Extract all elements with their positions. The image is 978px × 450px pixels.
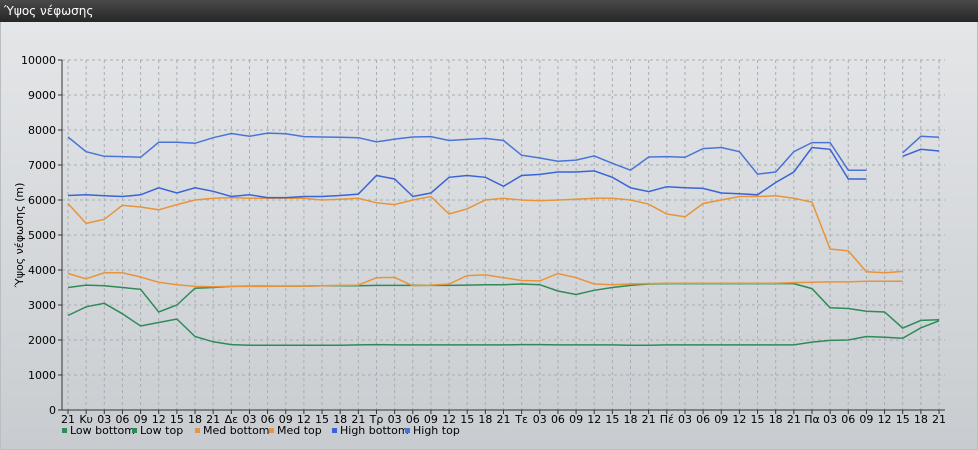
x-tick-label: 03 [97, 413, 111, 426]
x-tick-label: 18 [914, 413, 928, 426]
x-tick-label: 03 [388, 413, 402, 426]
x-tick-label: 15 [460, 413, 474, 426]
y-tick-label: 10000 [21, 54, 56, 67]
legend-swatch-high-bottom [332, 428, 337, 433]
x-tick-label: 12 [587, 413, 601, 426]
y-tick-label: 7000 [28, 159, 56, 172]
x-tick-label: 12 [442, 413, 456, 426]
y-tick-label: 5000 [28, 229, 56, 242]
legend-swatch-med-top [269, 428, 274, 433]
x-tick-label: 21 [206, 413, 220, 426]
x-tick-label: Δε [225, 413, 239, 426]
x-tick-label: 09 [279, 413, 293, 426]
x-tick-label: 15 [315, 413, 329, 426]
y-tick-label: 8000 [28, 124, 56, 137]
x-tick-label: 06 [261, 413, 275, 426]
y-tick-label: 2000 [28, 334, 56, 347]
x-tick-label: Πα [804, 413, 820, 426]
legend-swatch-low-top [132, 428, 137, 433]
x-tick-label: 18 [478, 413, 492, 426]
x-tick-label: 09 [134, 413, 148, 426]
x-tick-label: 03 [823, 413, 837, 426]
series-line-high-bottom [902, 148, 940, 158]
x-tick-label: 06 [406, 413, 420, 426]
chart-series [67, 132, 940, 347]
x-tick-label: 15 [170, 413, 184, 426]
x-tick-label: 18 [769, 413, 783, 426]
x-tick-label: 21 [787, 413, 801, 426]
y-axis-label: Ύψος νέφωσης (m) [13, 183, 26, 289]
legend-swatch-med-bottom [195, 428, 200, 433]
x-tick-label: 12 [878, 413, 892, 426]
x-tick-label: 06 [841, 413, 855, 426]
x-tick-label: 06 [696, 413, 710, 426]
series-line-high-bottom [67, 146, 867, 199]
x-tick-label: 03 [678, 413, 692, 426]
legend-swatch-high-top [405, 428, 410, 433]
series-line-high-top [67, 132, 867, 175]
x-tick-label: 12 [152, 413, 166, 426]
y-tick-label: 0 [49, 404, 56, 417]
x-tick-label: 21 [351, 413, 365, 426]
x-tick-label: 09 [859, 413, 873, 426]
legend-label-med-bottom: Med bottom [203, 424, 270, 437]
legend-label-high-bottom: High bottom [340, 424, 409, 437]
y-tick-label: 1000 [28, 369, 56, 382]
series-line-med-top [67, 272, 903, 288]
x-tick-label: 21 [932, 413, 946, 426]
x-tick-label: 15 [605, 413, 619, 426]
x-tick-label: 03 [242, 413, 256, 426]
x-tick-label: 09 [424, 413, 438, 426]
x-tick-label: 15 [896, 413, 910, 426]
x-tick-label: 06 [551, 413, 565, 426]
legend-label-med-top: Med top [277, 424, 322, 437]
chart-legend: Low bottom Low top Med bottom Med top High b… [62, 424, 460, 437]
x-tick-label: 21 [642, 413, 656, 426]
x-tick-label: 09 [714, 413, 728, 426]
x-tick-label: 03 [533, 413, 547, 426]
x-tick-label: 18 [333, 413, 347, 426]
x-tick-label: 15 [751, 413, 765, 426]
x-tick-label: Τρ [369, 413, 384, 426]
series-line-med-bottom [67, 195, 903, 274]
x-tick-label: Πέ [660, 413, 674, 426]
legend-label-high-top: High top [413, 424, 460, 437]
y-tick-label: 9000 [28, 89, 56, 102]
chart-grid [62, 59, 945, 411]
x-tick-label: Τε [514, 413, 528, 426]
x-tick-label: 09 [569, 413, 583, 426]
y-tick-label: 3000 [28, 299, 56, 312]
legend-swatch-low-bottom [62, 428, 67, 433]
x-tick-label: 18 [188, 413, 202, 426]
x-tick-label: 12 [297, 413, 311, 426]
chart-axes: 0 1000 2000 3000 4000 5000 6000 7000 8000 9000 100… [21, 54, 946, 426]
series-line-high-top [902, 135, 940, 154]
series-line-low-bottom [67, 302, 940, 347]
legend-label-low-bottom: Low bottom [70, 424, 135, 437]
x-tick-label: 06 [115, 413, 129, 426]
y-tick-label: 6000 [28, 194, 56, 207]
x-tick-label: 21 [497, 413, 511, 426]
x-tick-label: 12 [732, 413, 746, 426]
legend-label-low-top: Low top [140, 424, 183, 437]
window-title: Ύψος νέφωσης [4, 4, 94, 18]
y-tick-label: 4000 [28, 264, 56, 277]
window-titlebar: Ύψος νέφωσης [0, 0, 978, 22]
x-tick-label: 18 [624, 413, 638, 426]
x-tick-label: Κυ [79, 413, 93, 426]
x-tick-label: 21 [61, 413, 75, 426]
